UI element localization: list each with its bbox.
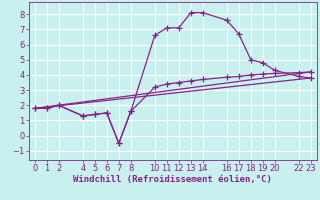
X-axis label: Windchill (Refroidissement éolien,°C): Windchill (Refroidissement éolien,°C) — [73, 175, 272, 184]
